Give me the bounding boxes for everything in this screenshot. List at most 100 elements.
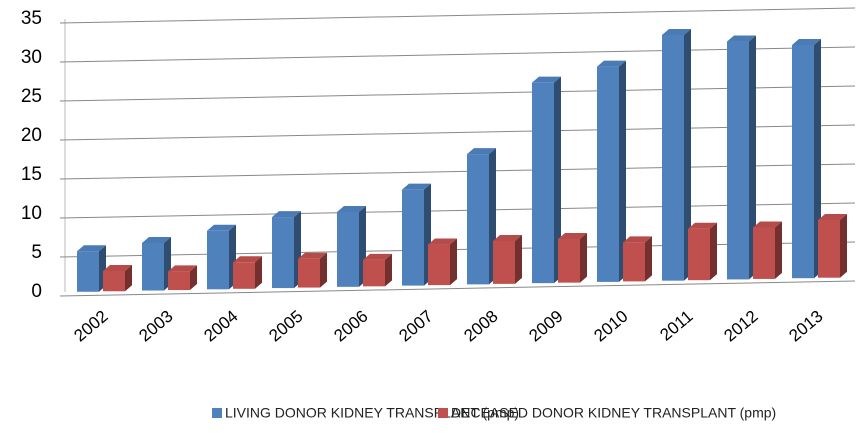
x-tick-label: 2002 bbox=[70, 307, 111, 346]
bar-front bbox=[402, 189, 424, 286]
y-tick-label: 30 bbox=[21, 47, 42, 68]
y-tick-label: 0 bbox=[31, 281, 42, 302]
bar-front bbox=[233, 262, 255, 289]
bar-top bbox=[207, 224, 236, 231]
bar-side bbox=[840, 213, 847, 278]
bar-front bbox=[168, 271, 190, 291]
bar bbox=[402, 183, 431, 286]
x-tick-label: 2006 bbox=[330, 307, 371, 346]
bar-side bbox=[515, 234, 522, 284]
y-tick-label: 10 bbox=[21, 203, 42, 224]
bar-side bbox=[385, 253, 392, 287]
bar-top bbox=[337, 205, 366, 212]
bar-top bbox=[493, 234, 522, 241]
bar bbox=[272, 211, 301, 289]
bar-front bbox=[103, 270, 125, 292]
x-tick-label: 2011 bbox=[656, 307, 696, 345]
bar-side bbox=[684, 28, 691, 281]
bar-front bbox=[363, 259, 385, 287]
bar-top bbox=[792, 38, 821, 45]
grid-line bbox=[59, 163, 856, 180]
bar-side bbox=[814, 38, 821, 279]
legend-swatch bbox=[438, 408, 448, 418]
x-tick-label: 2013 bbox=[785, 307, 826, 346]
bar-front bbox=[493, 240, 515, 284]
bar-top bbox=[818, 213, 847, 220]
bar-front bbox=[792, 44, 814, 279]
bar bbox=[298, 252, 327, 288]
bar bbox=[207, 224, 236, 290]
bar-top bbox=[77, 245, 106, 252]
legend-swatch bbox=[212, 408, 222, 418]
bar-side bbox=[554, 76, 561, 284]
bar bbox=[662, 28, 691, 281]
bar-top bbox=[558, 232, 587, 239]
bar bbox=[493, 234, 522, 284]
bar bbox=[233, 256, 262, 289]
bar bbox=[168, 265, 197, 291]
grid-line bbox=[59, 124, 856, 141]
bar-side bbox=[190, 265, 197, 291]
bar-side bbox=[710, 222, 717, 281]
bar-front bbox=[428, 244, 450, 286]
grid-line bbox=[59, 280, 856, 297]
bar-front bbox=[77, 251, 99, 292]
bar-front bbox=[467, 154, 489, 285]
bar-top bbox=[662, 28, 691, 35]
bar-side bbox=[580, 232, 587, 283]
x-tick-label: 2003 bbox=[135, 307, 176, 346]
x-tick-label: 2004 bbox=[200, 307, 241, 346]
bar-top bbox=[532, 76, 561, 83]
bar-side bbox=[125, 264, 132, 292]
bar bbox=[103, 264, 132, 292]
bar-front bbox=[818, 219, 840, 278]
bar-top bbox=[142, 236, 171, 243]
bar-front bbox=[142, 242, 164, 291]
bar-top bbox=[597, 60, 626, 67]
bar-top bbox=[467, 148, 496, 155]
bar-front bbox=[272, 217, 294, 289]
bar-top bbox=[727, 35, 756, 42]
bar bbox=[467, 148, 496, 285]
bar bbox=[363, 253, 392, 287]
grid-line bbox=[59, 7, 856, 24]
y-tick-label: 15 bbox=[21, 164, 42, 185]
bar bbox=[753, 221, 782, 279]
bar-top bbox=[753, 221, 782, 228]
bar-front bbox=[753, 227, 775, 279]
bar-side bbox=[320, 252, 327, 288]
bar bbox=[818, 213, 847, 278]
bar-top bbox=[402, 183, 431, 190]
x-tick-label: 2008 bbox=[460, 307, 501, 346]
bar-side bbox=[775, 221, 782, 279]
y-tick-label: 35 bbox=[21, 8, 42, 29]
grid-line bbox=[59, 46, 856, 63]
y-tick-label: 5 bbox=[31, 242, 42, 263]
bar-side bbox=[255, 256, 262, 289]
bar-front bbox=[623, 242, 645, 282]
bar-front bbox=[532, 82, 554, 284]
bar-top bbox=[688, 222, 717, 229]
bar-front bbox=[337, 211, 359, 287]
x-tick-label: 2005 bbox=[265, 307, 306, 346]
bar-top bbox=[272, 211, 301, 218]
bar-front bbox=[298, 258, 320, 288]
grid-line bbox=[59, 85, 856, 102]
bar-front bbox=[662, 34, 684, 281]
bar-top bbox=[103, 264, 132, 271]
bar bbox=[337, 205, 366, 287]
bar bbox=[623, 236, 652, 282]
bar-top bbox=[428, 238, 457, 245]
bar bbox=[532, 76, 561, 284]
bar bbox=[77, 245, 106, 292]
bar-side bbox=[450, 238, 457, 286]
legend-label: DECEASED DONOR KIDNEY TRANSPLANT (pmp) bbox=[451, 405, 776, 421]
bar-front bbox=[207, 230, 229, 290]
bar-top bbox=[168, 265, 197, 272]
bar-top bbox=[623, 236, 652, 243]
bar-top bbox=[363, 253, 392, 260]
bar-side bbox=[749, 35, 756, 280]
x-tick-label: 2007 bbox=[395, 307, 436, 346]
bar bbox=[428, 238, 457, 286]
